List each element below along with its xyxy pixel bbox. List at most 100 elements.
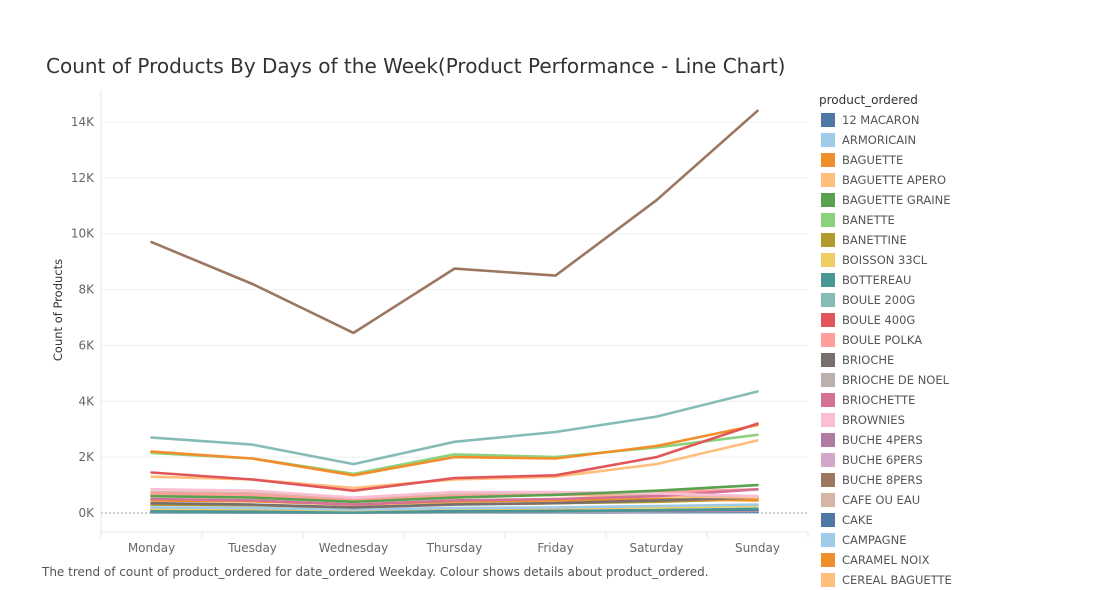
series-line-buche-8pers[interactable]	[150, 109, 759, 335]
legend-item[interactable]: CAMPAGNE	[819, 530, 1109, 550]
x-tick-label: Thursday	[426, 541, 483, 555]
y-tick-label: 8K	[78, 283, 95, 297]
series-line-boule-200g[interactable]	[150, 390, 759, 466]
series-line-brownies[interactable]	[150, 487, 759, 499]
legend-label: BUCHE 8PERS	[842, 473, 923, 487]
legend-swatch	[821, 313, 835, 327]
chart-title: Count of Products By Days of the Week(Pr…	[46, 54, 786, 78]
legend-item[interactable]: BOULE 400G	[819, 310, 1109, 330]
legend-item[interactable]: BAGUETTE GRAINE	[819, 190, 1109, 210]
legend-label: BANETTINE	[842, 233, 907, 247]
legend-item[interactable]: BOULE 200G	[819, 290, 1109, 310]
legend-item[interactable]: BANETTE	[819, 210, 1109, 230]
series-line-baguette[interactable]	[150, 423, 759, 477]
legend-item[interactable]: BAGUETTE APERO	[819, 170, 1109, 190]
legend-swatch	[821, 533, 835, 547]
y-axis: 0K 2K 4K 6K 8K 10K 12K 14K	[71, 90, 102, 532]
legend-item[interactable]: BRIOCHETTE	[819, 390, 1109, 410]
series-line-briochette[interactable]	[150, 487, 759, 506]
x-tick-label: Tuesday	[227, 541, 277, 555]
legend-item[interactable]: BUCHE 6PERS	[819, 450, 1109, 470]
series-line-baguette-graine[interactable]	[150, 483, 759, 504]
legend-item[interactable]: BAGUETTE	[819, 150, 1109, 170]
legend-label: BAGUETTE APERO	[842, 173, 947, 187]
series-line-brioche[interactable]	[150, 496, 759, 509]
legend-item[interactable]: BUCHE 8PERS	[819, 470, 1109, 490]
legend-item[interactable]: BRIOCHE DE NOEL	[819, 370, 1109, 390]
legend-item[interactable]: CEREAL BAGUETTE	[819, 570, 1109, 590]
x-tick-label: Saturday	[629, 541, 683, 555]
legend-swatch	[821, 253, 835, 267]
y-tick-label: 6K	[78, 338, 95, 352]
y-tick-label: 4K	[78, 394, 95, 408]
legend-item[interactable]: BOISSON 33CL	[819, 250, 1109, 270]
legend-swatch	[821, 153, 835, 167]
legend-title: product_ordered	[819, 93, 918, 107]
legend-swatch	[821, 293, 835, 307]
y-tick-label: 14K	[71, 115, 95, 129]
line-chart: 0K 2K 4K 6K 8K 10K 12K 14K Monday Tuesday Wednesd…	[51, 90, 809, 555]
legend-swatch	[821, 373, 835, 387]
legend-item[interactable]: BUCHE 4PERS	[819, 430, 1109, 450]
legend-label: BUCHE 4PERS	[842, 433, 923, 447]
legend-item[interactable]: BRIOCHE	[819, 350, 1109, 370]
legend-swatch	[821, 413, 835, 427]
legend-swatch	[821, 573, 835, 587]
legend-item[interactable]: BROWNIES	[819, 410, 1109, 430]
legend-swatch	[821, 113, 835, 127]
x-tick-label: Friday	[537, 541, 573, 555]
legend-swatch	[821, 473, 835, 487]
legend-label: BUCHE 6PERS	[842, 453, 923, 467]
legend-swatch	[821, 213, 835, 227]
legend-swatch	[821, 353, 835, 367]
legend-item[interactable]: ARMORICAIN	[819, 130, 1109, 150]
legend-label: CAMPAGNE	[842, 533, 907, 547]
x-tick-label: Wednesday	[319, 541, 388, 555]
legend-label: 12 MACARON	[842, 113, 920, 127]
series-line-campagne[interactable]	[150, 503, 759, 511]
legend-swatch	[821, 193, 835, 207]
y-axis-label: Count of Products	[51, 259, 65, 361]
legend-label: ARMORICAIN	[842, 133, 917, 147]
legend-swatch	[821, 553, 835, 567]
legend-swatch	[821, 513, 835, 527]
y-tick-label: 0K	[78, 506, 95, 520]
y-tick-label: 2K	[78, 450, 95, 464]
legend-label: CAFE OU EAU	[842, 493, 921, 507]
legend-items: 12 MACARON ARMORICAIN BAGUETTE BAGUETTE APE…	[819, 110, 1109, 590]
legend-label: BAGUETTE GRAINE	[842, 193, 951, 207]
legend-label: BOULE POLKA	[842, 333, 923, 347]
legend-label: BOULE 200G	[842, 293, 916, 307]
legend-swatch	[821, 433, 835, 447]
legend-swatch	[821, 273, 835, 287]
legend-swatch	[821, 493, 835, 507]
legend-swatch	[821, 333, 835, 347]
series-line-boule-400g[interactable]	[150, 422, 759, 493]
series-lines	[150, 109, 759, 515]
legend-item[interactable]: BANETTINE	[819, 230, 1109, 250]
legend-label: BAGUETTE	[842, 153, 904, 167]
legend-label: BANETTE	[842, 213, 895, 227]
legend-label: CAKE	[842, 513, 873, 527]
legend-item[interactable]: BOTTEREAU	[819, 270, 1109, 290]
legend-item[interactable]: CAFE OU EAU	[819, 490, 1109, 510]
legend-swatch	[821, 393, 835, 407]
legend-swatch	[821, 453, 835, 467]
legend-label: BOISSON 33CL	[842, 253, 928, 267]
legend-label: BRIOCHE	[842, 353, 895, 367]
legend-label: BRIOCHETTE	[842, 393, 916, 407]
legend-item[interactable]: CARAMEL NOIX	[819, 550, 1109, 570]
y-tick-label: 12K	[71, 171, 95, 185]
series-line-baguette-apero[interactable]	[150, 439, 759, 490]
y-tick-label: 10K	[71, 227, 95, 241]
legend-swatch	[821, 133, 835, 147]
legend-item[interactable]: CAKE	[819, 510, 1109, 530]
legend: product_ordered 12 MACARON ARMORICAIN BAGU…	[819, 92, 1109, 590]
x-axis: Monday Tuesday Wednesday Thursday Friday Satu…	[100, 531, 809, 555]
legend-label: CARAMEL NOIX	[842, 553, 930, 567]
legend-item[interactable]: 12 MACARON	[819, 110, 1109, 130]
series-line-bottereau[interactable]	[150, 507, 759, 514]
legend-item[interactable]: BOULE POLKA	[819, 330, 1109, 350]
legend-label: BRIOCHE DE NOEL	[842, 373, 950, 387]
legend-label: BOTTEREAU	[842, 273, 912, 287]
